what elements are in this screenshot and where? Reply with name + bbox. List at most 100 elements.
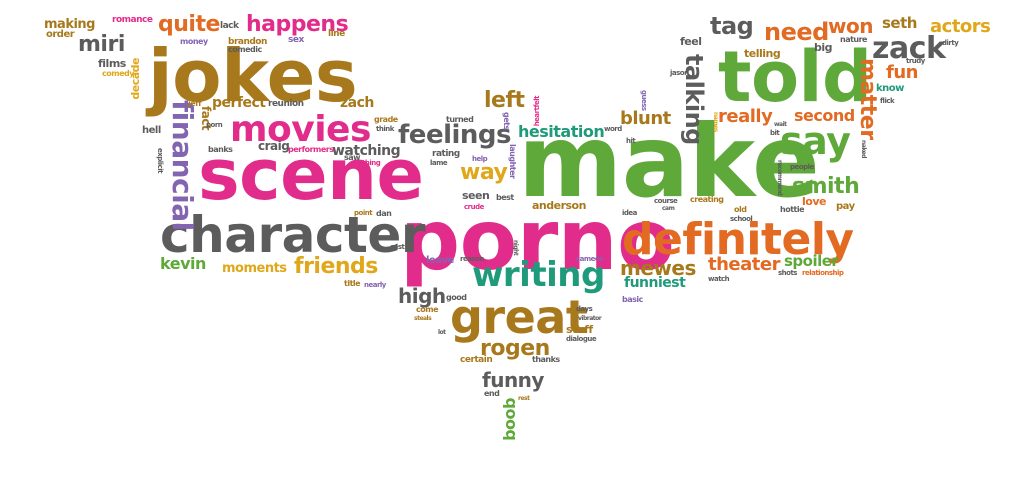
word-recommend: recommend <box>776 160 783 196</box>
word-left: left <box>484 88 525 113</box>
word-really: really <box>718 106 773 127</box>
word-moments: moments <box>222 261 287 276</box>
word-hottie: hottie <box>780 205 805 214</box>
word-night: night <box>512 240 519 256</box>
word-anderson: anderson <box>532 199 586 212</box>
word-friends: friends <box>294 254 378 279</box>
word-seen: seen <box>462 189 490 202</box>
word-told: told <box>718 36 872 118</box>
word-mewes: mewes <box>620 256 696 280</box>
word-sex: sex <box>288 35 304 45</box>
word-writing: writing <box>472 255 605 295</box>
word-crude: crude <box>464 203 484 211</box>
word-reason: reason <box>460 255 484 263</box>
word-end: end <box>484 389 500 398</box>
word-leave: leave <box>426 255 454 266</box>
word-know: know <box>876 83 904 94</box>
word-happens: happens <box>246 12 349 37</box>
word-dan: dan <box>376 209 392 218</box>
word-talking: talking <box>680 54 708 145</box>
word-hit: hit <box>626 137 636 145</box>
word-porn: porn <box>206 121 223 129</box>
word-trudy: trudy <box>906 57 925 65</box>
word-money: money <box>180 37 208 46</box>
word-feel: feel <box>680 35 702 48</box>
word-nearly: nearly <box>364 281 386 289</box>
word-tag: tag <box>710 12 754 40</box>
word-dirty: dirty <box>942 39 959 47</box>
word-character: character <box>160 206 425 264</box>
word-watch: watch <box>708 275 730 283</box>
word-jokes: jokes <box>148 34 358 118</box>
word-lack: lack <box>220 21 239 31</box>
word-turned: turned <box>446 115 474 124</box>
word-craig: craig <box>258 139 290 153</box>
word-nature: nature <box>840 35 867 44</box>
word-lame: lame <box>430 159 448 167</box>
word-old: old <box>734 205 747 214</box>
word-wait: wait <box>774 121 787 128</box>
word-matter: matter <box>855 58 880 140</box>
word-rating: rating <box>432 149 460 159</box>
word-course: course <box>654 197 678 205</box>
word-definitely: definitely <box>622 214 854 265</box>
word-banks: banks <box>208 145 233 154</box>
word-relationship: relationship <box>802 269 844 277</box>
word-love: love <box>802 195 826 208</box>
word-actors: actors <box>930 16 991 37</box>
word-second: second <box>794 106 855 125</box>
word-zach: zach <box>340 95 374 111</box>
word-explicit: explicit <box>156 148 164 173</box>
word-porno: porno <box>400 191 675 289</box>
word-best: best <box>496 193 514 202</box>
word-jason: jason <box>670 69 689 77</box>
word-feelings: feelings <box>398 120 512 150</box>
word-certain: certain <box>460 355 493 365</box>
word-funny: funny <box>482 368 544 392</box>
word-blunt: blunt <box>620 108 671 129</box>
word-smith: smith <box>792 174 860 199</box>
word-scene: scene <box>198 134 424 216</box>
word-laughter: laughter <box>508 144 517 179</box>
word-boob: boob <box>500 398 519 441</box>
word-say: say <box>780 119 851 163</box>
word-need: need <box>764 18 829 46</box>
word-rest: rest <box>518 395 530 402</box>
word-great: great <box>450 290 588 344</box>
word-rogen: rogen <box>480 336 550 361</box>
word-title: title <box>344 279 361 288</box>
word-fun: fun <box>886 62 918 83</box>
word-flick: flick <box>880 97 895 105</box>
word-lot: lot <box>438 329 446 336</box>
word-kevin: kevin <box>160 254 206 273</box>
word-heartfelt: heartfelt <box>533 96 541 127</box>
word-naked: naked <box>860 140 867 159</box>
word-thanks: thanks <box>532 355 560 364</box>
word-pay: pay <box>836 201 855 212</box>
word-financial: financial <box>166 100 199 231</box>
word-miri: miri <box>78 32 125 57</box>
word-telling: telling <box>744 47 781 60</box>
word-seth: seth <box>882 14 917 32</box>
word-thing: thing <box>362 159 381 167</box>
word-school: school <box>730 215 753 223</box>
word-guess: guess <box>640 90 648 111</box>
word-romance: romance <box>112 15 153 25</box>
word-stuff: stuff <box>566 323 593 336</box>
word-hesitation: hesitation <box>518 122 605 141</box>
word-fact: fact <box>199 106 213 131</box>
word-bit: bit <box>770 129 780 137</box>
word-brandon: brandon <box>228 37 267 47</box>
word-watching: watching <box>332 143 401 159</box>
word-spoiler: spoiler <box>784 252 839 270</box>
word-won: won <box>828 14 873 38</box>
word-cast: cast <box>390 243 405 251</box>
word-idea: idea <box>622 209 637 217</box>
word-cam: cam <box>662 205 675 212</box>
word-steals: steals <box>414 315 432 322</box>
word-funniest: funniest <box>624 275 686 291</box>
word-people: people <box>790 163 814 171</box>
word-comedic: comedic <box>228 45 262 54</box>
word-films: films <box>98 57 126 70</box>
word-order: order <box>46 29 75 40</box>
